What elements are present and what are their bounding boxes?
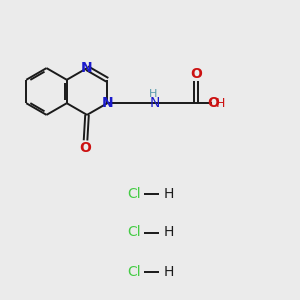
Text: Cl: Cl bbox=[128, 187, 141, 200]
Text: Cl: Cl bbox=[128, 226, 141, 239]
Text: O: O bbox=[80, 141, 92, 155]
Text: H: H bbox=[164, 187, 174, 200]
Text: N: N bbox=[150, 96, 160, 110]
Text: O: O bbox=[207, 96, 219, 110]
Text: H: H bbox=[164, 265, 174, 278]
Text: O: O bbox=[190, 67, 202, 81]
Text: H: H bbox=[216, 97, 225, 110]
Text: H: H bbox=[164, 226, 174, 239]
Text: H: H bbox=[149, 88, 157, 99]
Text: N: N bbox=[101, 96, 113, 110]
Text: N: N bbox=[81, 61, 93, 75]
Text: Cl: Cl bbox=[128, 265, 141, 278]
